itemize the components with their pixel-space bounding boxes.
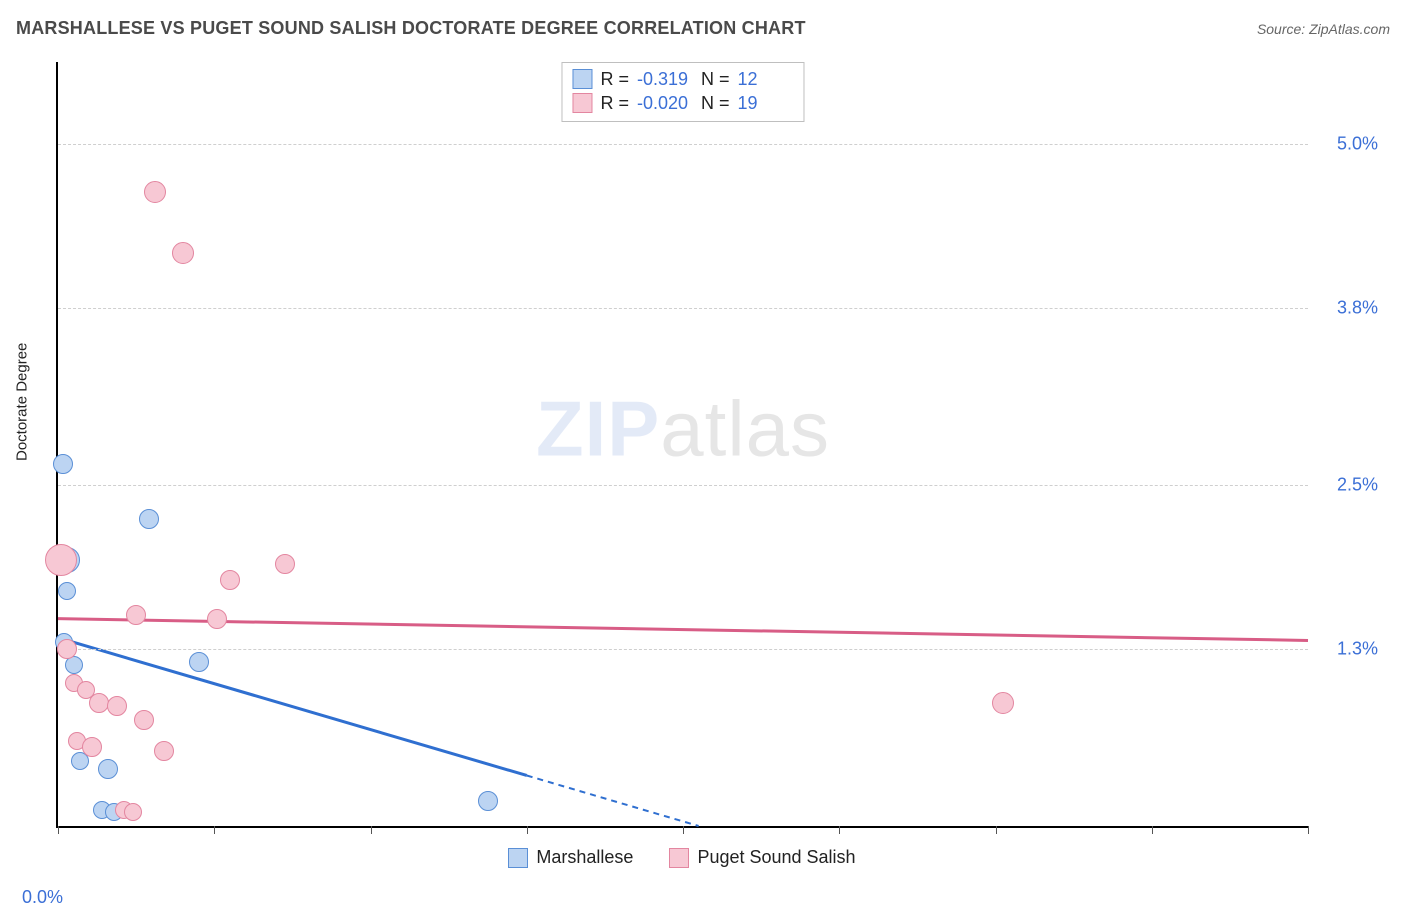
n-label: N =: [701, 91, 730, 115]
x-tick: [58, 826, 59, 834]
source-attribution: Source: ZipAtlas.com: [1257, 21, 1390, 37]
plot-area: ZIPatlas R =-0.319N =12R =-0.020N =19 5.…: [56, 62, 1308, 828]
legend-swatch-salish-icon: [669, 848, 689, 868]
x-tick: [214, 826, 215, 834]
data-point-salish: [124, 803, 142, 821]
n-label: N =: [701, 67, 730, 91]
legend-item-marshallese: Marshallese: [508, 847, 633, 868]
n-value: 19: [738, 91, 794, 115]
data-point-salish: [992, 692, 1014, 714]
x-tick: [1152, 826, 1153, 834]
n-value: 12: [738, 67, 794, 91]
y-tick-label: 3.8%: [1318, 297, 1378, 318]
data-point-salish: [207, 609, 227, 629]
data-point-salish: [126, 605, 146, 625]
data-point-marshallese: [98, 759, 118, 779]
r-value: -0.319: [637, 67, 693, 91]
x-tick: [683, 826, 684, 834]
data-point-salish: [172, 242, 194, 264]
data-point-marshallese: [65, 656, 83, 674]
r-value: -0.020: [637, 91, 693, 115]
data-point-salish: [82, 737, 102, 757]
stats-row-marshallese: R = -0.319 N = 12: [572, 67, 793, 91]
gridline: [58, 144, 1308, 145]
x-tick: [527, 826, 528, 834]
legend-swatch-marshallese-icon: [508, 848, 528, 868]
legend-label: Puget Sound Salish: [697, 847, 855, 868]
y-axis-label: Doctorate Degree: [14, 343, 31, 461]
chart-container: Doctorate Degree ZIPatlas R =-0.319N =12…: [26, 48, 1388, 874]
correlation-stats-legend: R = -0.319 N = 12 R = -0.020 N = 19: [561, 62, 804, 122]
watermark-atlas: atlas: [660, 384, 830, 472]
swatch-marshallese-icon: [572, 69, 592, 89]
data-point-salish: [45, 544, 77, 576]
gridline: [58, 308, 1308, 309]
trendline-marshallese: [58, 638, 527, 776]
data-point-salish: [144, 181, 166, 203]
stats-row-salish: R = -0.020 N = 19: [572, 91, 793, 115]
data-point-marshallese: [478, 791, 498, 811]
y-tick-label: 1.3%: [1318, 638, 1378, 659]
x-axis-min-label: 0.0%: [22, 887, 63, 908]
r-label: R =: [600, 67, 629, 91]
watermark-zip: ZIP: [536, 384, 660, 472]
trendline-salish: [58, 619, 1308, 641]
data-point-marshallese: [53, 454, 73, 474]
x-tick: [996, 826, 997, 834]
r-label: R =: [600, 91, 629, 115]
y-tick-label: 2.5%: [1318, 474, 1378, 495]
legend-label: Marshallese: [536, 847, 633, 868]
data-point-salish: [57, 639, 77, 659]
swatch-salish-icon: [572, 93, 592, 113]
gridline: [58, 485, 1308, 486]
x-tick: [1308, 826, 1309, 834]
data-point-marshallese: [189, 652, 209, 672]
series-legend: Marshallese Puget Sound Salish: [56, 847, 1308, 868]
x-tick: [371, 826, 372, 834]
chart-title: MARSHALLESE VS PUGET SOUND SALISH DOCTOR…: [16, 18, 806, 39]
data-point-salish: [154, 741, 174, 761]
x-tick: [839, 826, 840, 834]
trendline-marshallese-dashed: [527, 775, 699, 826]
data-point-salish: [134, 710, 154, 730]
data-point-salish: [89, 693, 109, 713]
y-tick-label: 5.0%: [1318, 133, 1378, 154]
gridline: [58, 649, 1308, 650]
data-point-salish: [275, 554, 295, 574]
trend-lines-layer: [58, 62, 1308, 826]
data-point-salish: [220, 570, 240, 590]
watermark: ZIPatlas: [536, 383, 830, 474]
data-point-salish: [107, 696, 127, 716]
header: MARSHALLESE VS PUGET SOUND SALISH DOCTOR…: [16, 18, 1390, 39]
data-point-marshallese: [139, 509, 159, 529]
legend-item-salish: Puget Sound Salish: [669, 847, 855, 868]
data-point-marshallese: [58, 582, 76, 600]
